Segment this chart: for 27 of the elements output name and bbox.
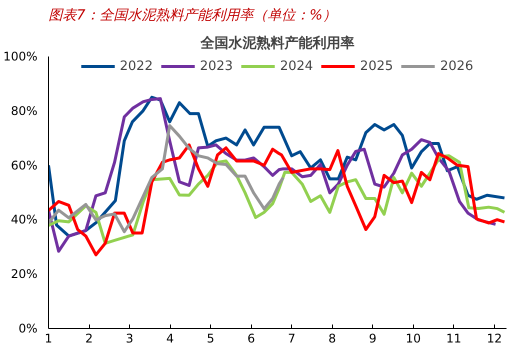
x-tick-label: 5 — [206, 332, 214, 346]
line-series — [48, 143, 506, 256]
x-tick-label: 6 — [247, 332, 255, 346]
x-tick-label: 10 — [406, 332, 421, 346]
x-tick-label: 7 — [288, 332, 296, 346]
legend-label: 2024 — [280, 58, 314, 74]
legend-label: 2023 — [200, 58, 233, 74]
x-tick-label: 4 — [166, 332, 174, 346]
x-tick-label: 12 — [486, 332, 502, 346]
chart-title: 图表7：全国水泥熟料产能利用率（单位：%） — [48, 8, 337, 24]
y-tick-label: 100% — [3, 50, 38, 64]
x-tick-label: 11 — [446, 332, 462, 346]
chart-subtitle: 全国水泥熟料产能利用率 — [200, 34, 354, 52]
y-tick-label: 0% — [18, 322, 38, 336]
x-tick-label: 9 — [368, 332, 377, 346]
legend-label: 2025 — [360, 58, 394, 74]
y-tick-label: 60% — [10, 158, 38, 172]
x-tick-label: 8 — [328, 332, 336, 346]
x-tick-label: 1 — [44, 332, 52, 346]
legend-label: 2022 — [120, 58, 153, 74]
y-tick-label: 20% — [10, 267, 38, 282]
x-tick-label: 3 — [126, 332, 134, 346]
y-tick-label: 80% — [10, 104, 38, 118]
x-tick-label: 2 — [85, 332, 93, 346]
y-tick-label: 40% — [10, 212, 38, 227]
line-series — [48, 124, 285, 234]
legend-label: 2026 — [440, 58, 474, 74]
